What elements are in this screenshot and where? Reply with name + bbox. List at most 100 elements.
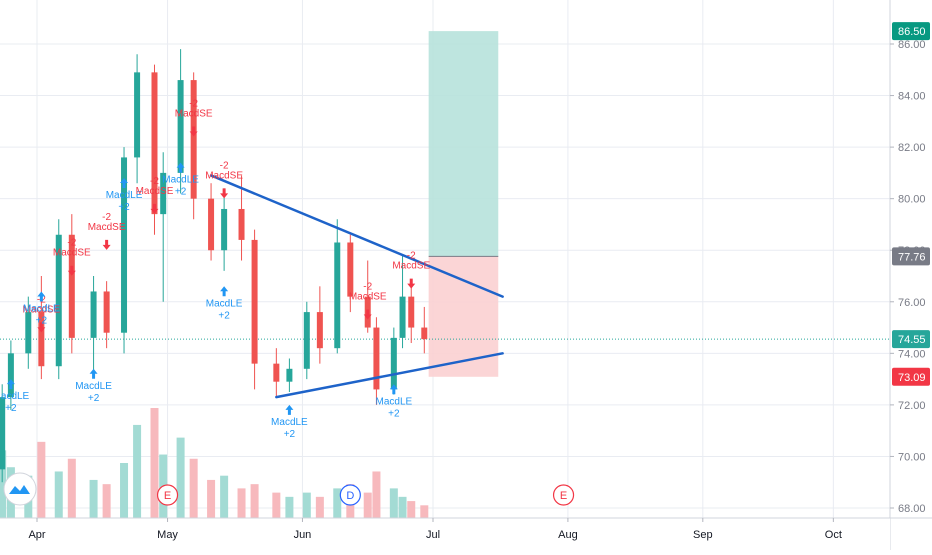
signal-sub: -2 xyxy=(189,98,198,109)
y-tick-label: 84.00 xyxy=(898,91,926,103)
volume-bar xyxy=(54,471,63,518)
signal-label: MacdLE xyxy=(162,175,199,186)
tradingview-logo-icon[interactable] xyxy=(3,472,37,506)
price-badge[interactable] xyxy=(892,247,930,266)
x-tick-label: Jul xyxy=(426,529,440,541)
candle-body xyxy=(251,239,258,364)
x-tick-label: Aug xyxy=(558,529,578,541)
volume-bar xyxy=(285,496,294,518)
trendlines[interactable] xyxy=(209,174,504,399)
price-badge-label: 77.76 xyxy=(898,251,926,263)
signal-label: MacdLE xyxy=(375,396,412,407)
x-tick-label: Sep xyxy=(693,529,713,541)
candle-body xyxy=(7,353,14,398)
price-axis[interactable]: 86.0084.0082.0080.0078.0076.0074.0072.00… xyxy=(889,0,932,550)
volume-bar xyxy=(372,471,381,518)
arrow-down-icon xyxy=(37,322,46,333)
y-tick-label: 68.00 xyxy=(898,503,926,515)
signal-up: MacdLE+2 xyxy=(206,286,243,321)
volume-bar xyxy=(389,488,398,518)
x-tick-label: Jun xyxy=(294,529,312,541)
trendline-resistance[interactable] xyxy=(209,174,504,298)
volume-bar xyxy=(237,488,246,518)
position-zone[interactable] xyxy=(428,31,499,377)
y-tick-label: 82.00 xyxy=(898,142,926,154)
signal-sub: -2 xyxy=(363,282,372,293)
candle-body xyxy=(55,234,62,367)
x-tick-label: Apr xyxy=(28,529,45,541)
stop-zone[interactable] xyxy=(428,256,499,377)
arrow-up-icon xyxy=(120,178,129,189)
volume-bar xyxy=(176,437,185,518)
candle-body xyxy=(334,242,341,349)
trendline-support[interactable] xyxy=(275,352,504,399)
volume-bar xyxy=(120,463,129,518)
volume-bar xyxy=(302,492,311,518)
signal-label: MacdSE xyxy=(53,248,91,259)
candle-body xyxy=(190,80,197,199)
candle-body xyxy=(208,198,215,251)
signal-sub: +2 xyxy=(36,315,48,326)
candle-body xyxy=(303,312,310,369)
signal-label: MacdLE xyxy=(206,298,243,309)
candle-body xyxy=(347,242,354,297)
arrow-down-icon xyxy=(67,265,76,276)
volume-bar xyxy=(133,424,142,518)
y-tick-label: 72.00 xyxy=(898,400,926,412)
arrow-down-icon xyxy=(220,188,229,199)
signal-label: MacdSE xyxy=(175,108,213,119)
signal-label: MacdSE xyxy=(205,170,243,181)
volume-bar xyxy=(398,496,407,518)
signal-up: MacdLE+2 xyxy=(271,404,308,440)
signal-sub: -2 xyxy=(220,160,229,171)
arrow-down-icon xyxy=(363,309,372,320)
event-marker-d[interactable]: D xyxy=(339,484,361,506)
signal-label: MacdSE xyxy=(136,186,174,197)
arrow-up-icon xyxy=(37,291,46,302)
candle-body xyxy=(121,157,128,333)
volume-bar xyxy=(420,505,429,518)
candle-body xyxy=(238,208,245,240)
candle-body xyxy=(373,327,380,390)
volume-bar xyxy=(272,492,281,518)
candle-body xyxy=(273,363,280,382)
candle-body xyxy=(421,327,428,340)
volume-bar xyxy=(189,458,198,518)
price-badge[interactable] xyxy=(892,22,930,41)
event-label: E xyxy=(164,490,171,502)
signal-label: MacdLE xyxy=(75,381,112,392)
event-marker-e[interactable]: E xyxy=(552,484,575,506)
candle-body xyxy=(38,312,45,367)
profit-zone[interactable] xyxy=(428,31,499,257)
event-marker-e[interactable]: E xyxy=(156,484,179,506)
candle-body xyxy=(0,397,6,470)
volume-bar xyxy=(315,496,324,518)
volume-bar xyxy=(207,479,216,518)
time-axis[interactable]: Apr May Jun Jul Aug Sep Oct xyxy=(0,517,932,550)
x-tick-label: May xyxy=(157,529,178,541)
time-axis-bg xyxy=(0,518,890,550)
signal-label: MacdLE xyxy=(271,417,308,428)
candle-body xyxy=(390,337,397,390)
signal-up: MacdLE+2 xyxy=(106,178,143,213)
event-label: E xyxy=(560,490,567,502)
price-badge[interactable] xyxy=(892,330,930,349)
candle-body xyxy=(160,172,167,215)
candle-body xyxy=(25,312,32,354)
y-tick-label: 76.00 xyxy=(898,297,926,309)
candle-body xyxy=(399,296,406,338)
x-tick-label: Oct xyxy=(825,529,842,541)
price-badge[interactable] xyxy=(892,367,930,386)
logo-mountain xyxy=(9,485,30,494)
candle-body xyxy=(221,208,228,251)
arrow-down-icon xyxy=(102,239,111,250)
event-label: D xyxy=(346,490,354,502)
candle-body xyxy=(151,72,158,215)
